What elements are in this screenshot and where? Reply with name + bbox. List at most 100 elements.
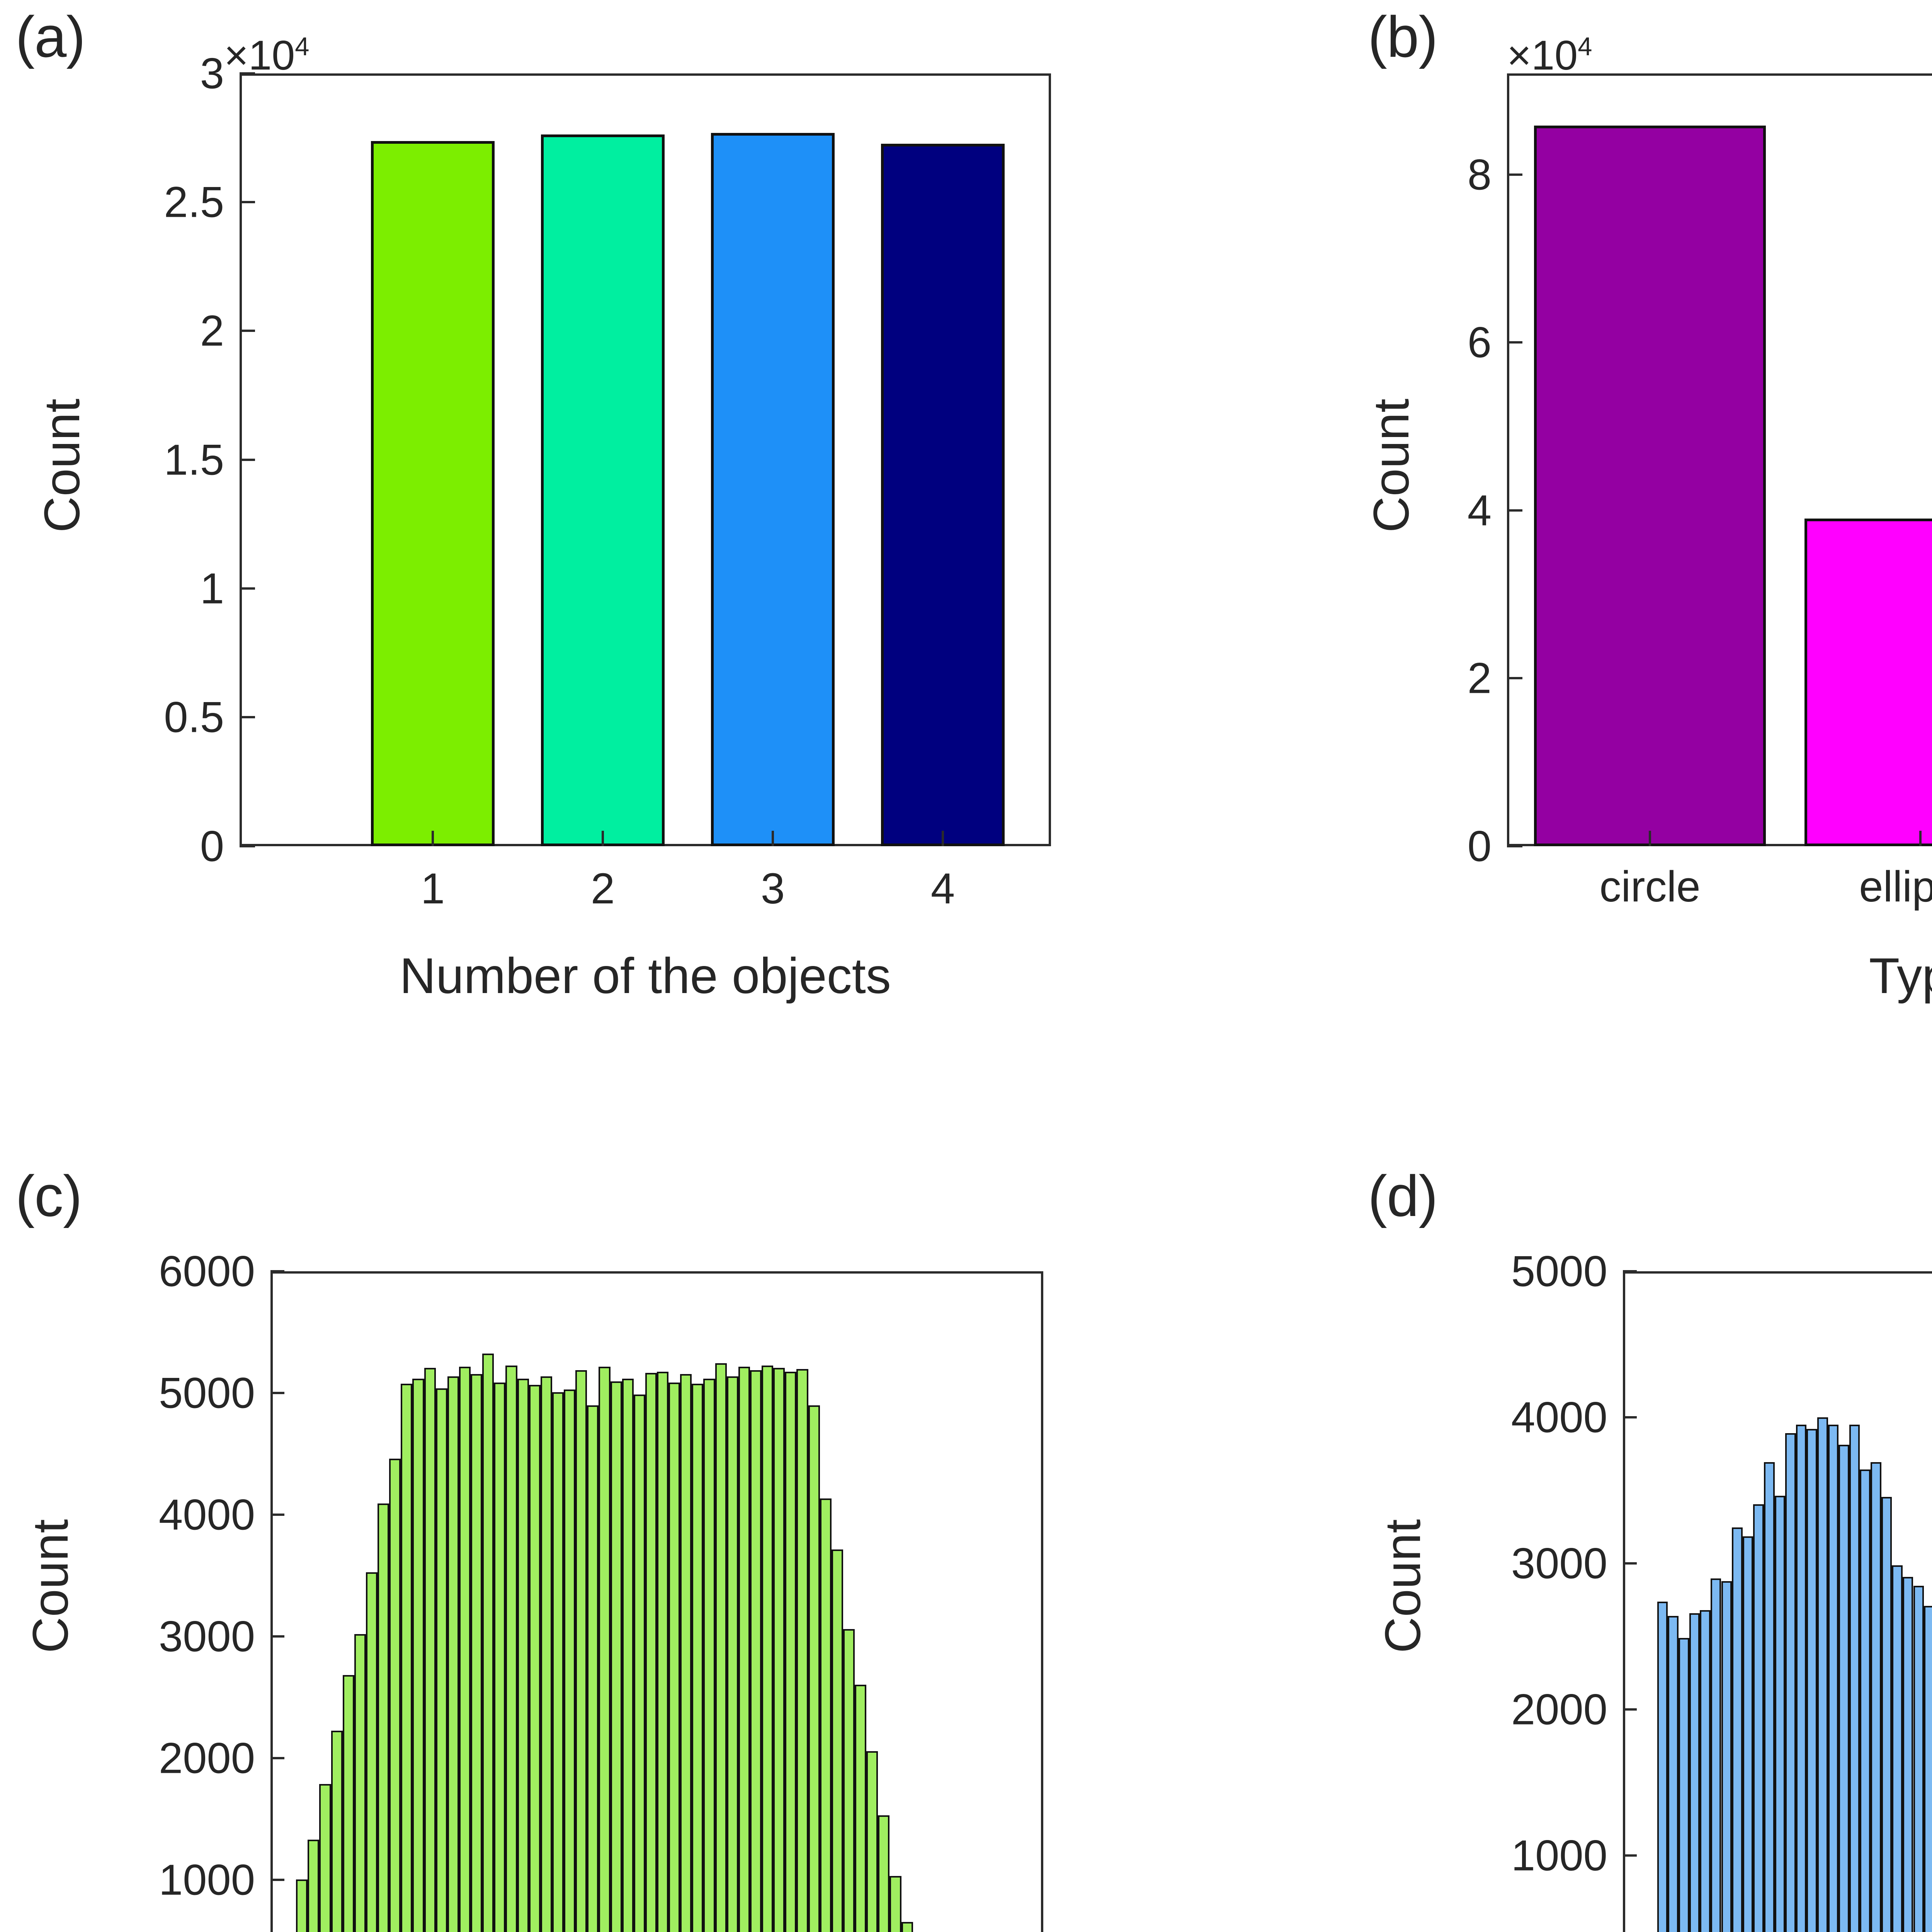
histogram-bar[interactable] [1881,1497,1892,1932]
histogram-bar[interactable] [424,1368,436,1932]
histogram-bar[interactable] [1860,1469,1871,1932]
histogram-bar[interactable] [773,1368,785,1932]
panel-c-ytick-5: 5000 [158,1369,255,1417]
histogram-bar[interactable] [622,1379,634,1932]
histogram-bar[interactable] [692,1383,704,1932]
histogram-bar[interactable] [1732,1527,1743,1932]
histogram-bar[interactable] [378,1503,389,1932]
panel-d-ytickmark-5 [1623,1270,1637,1272]
panel-c-ytickmark-5 [270,1392,284,1394]
histogram-bar[interactable] [703,1379,715,1932]
histogram-bar[interactable] [1764,1462,1775,1932]
histogram-bar[interactable] [1892,1565,1903,1932]
bar-objects-2[interactable] [541,134,665,846]
histogram-bar[interactable] [645,1372,657,1932]
histogram-bar[interactable] [1924,1606,1932,1932]
histogram-bar[interactable] [575,1370,587,1932]
histogram-bar[interactable] [726,1376,738,1932]
panel-a-ytickmark-5 [240,201,255,203]
histogram-bar[interactable] [389,1458,401,1932]
histogram-bar[interactable] [1913,1585,1924,1932]
panel-c-ytickmark-4 [270,1514,284,1516]
histogram-bar[interactable] [878,1815,890,1932]
histogram-bar[interactable] [1721,1581,1732,1932]
histogram-bar[interactable] [1871,1462,1881,1932]
histogram-bar[interactable] [1668,1616,1679,1932]
histogram-bar[interactable] [610,1381,622,1932]
histogram-bar[interactable] [762,1365,774,1932]
histogram-bar[interactable] [808,1405,820,1932]
histogram-bar[interactable] [843,1629,855,1932]
bar-objects-3[interactable] [711,133,835,846]
histogram-bar[interactable] [517,1379,529,1932]
histogram-bar[interactable] [1828,1424,1839,1932]
histogram-bar[interactable] [1742,1536,1753,1932]
histogram-bar[interactable] [831,1549,843,1932]
histogram-bar[interactable] [331,1731,343,1932]
histogram-bar[interactable] [482,1353,494,1932]
histogram-bar[interactable] [366,1572,378,1932]
histogram-bar[interactable] [354,1634,366,1932]
histogram-bar[interactable] [1710,1578,1721,1932]
histogram-bar[interactable] [494,1382,506,1932]
histogram-bar[interactable] [505,1365,517,1932]
histogram-bar[interactable] [715,1363,727,1932]
panel-a: (a) ×104 Count 0 0.5 1 1.5 2 2.5 3 1 [0,0,1352,1159]
histogram-bar[interactable] [1657,1601,1668,1932]
histogram-bar[interactable] [633,1395,645,1932]
bar-objects-4[interactable] [881,144,1005,846]
histogram-bar[interactable] [866,1751,878,1932]
histogram-bar[interactable] [447,1376,459,1932]
histogram-bar[interactable] [599,1367,611,1932]
panel-a-exponent-power: 4 [295,32,310,61]
panel-c-ytick-3: 3000 [158,1612,255,1661]
histogram-bar[interactable] [1838,1445,1849,1932]
panel-a-exponent-base: ×10 [224,32,295,78]
histogram-bar[interactable] [471,1374,483,1932]
panel-a-ytick-5: 2.5 [164,178,224,226]
histogram-bar[interactable] [1774,1495,1786,1932]
histogram-bar[interactable] [855,1685,867,1932]
histogram-bar[interactable] [657,1371,669,1932]
histogram-bar[interactable] [435,1388,447,1932]
histogram-bar[interactable] [1679,1638,1689,1932]
histogram-bar[interactable] [459,1367,471,1932]
histogram-bar[interactable] [1902,1577,1913,1932]
histogram-bar[interactable] [1806,1429,1817,1932]
histogram-bar[interactable] [1700,1610,1711,1932]
histogram-bar[interactable] [785,1371,797,1932]
histogram-bar[interactable] [401,1383,413,1932]
panel-b-ytickmark-3 [1507,341,1522,344]
histogram-bar[interactable] [1753,1504,1764,1932]
histogram-bar[interactable] [668,1382,680,1932]
panel-a-label: (a) [15,4,85,69]
histogram-bar[interactable] [901,1922,913,1932]
histogram-bar[interactable] [738,1367,750,1932]
bar-type-ellipse[interactable] [1804,519,1932,846]
panel-b: (b) ×104 Count 0 2 4 6 8 circle ellipse … [1352,0,1932,1159]
histogram-bar[interactable] [540,1376,552,1932]
bar-objects-1[interactable] [371,141,495,846]
histogram-bar[interactable] [750,1370,762,1932]
histogram-bar[interactable] [1796,1424,1807,1932]
histogram-bar[interactable] [296,1879,308,1932]
histogram-bar[interactable] [552,1392,564,1932]
histogram-bar[interactable] [529,1384,541,1932]
histogram-bar[interactable] [412,1379,424,1932]
histogram-bar[interactable] [796,1369,808,1932]
histogram-bar[interactable] [587,1405,599,1932]
histogram-bar[interactable] [1849,1424,1860,1932]
histogram-bar[interactable] [680,1374,692,1932]
panel-a-ytickmark-6 [240,72,255,75]
histogram-bar[interactable] [1689,1613,1700,1932]
histogram-bar[interactable] [820,1498,832,1932]
histogram-bar[interactable] [1817,1417,1828,1932]
histogram-bar[interactable] [319,1784,331,1932]
panel-a-xtickmark-3 [772,831,774,846]
histogram-bar[interactable] [342,1675,354,1932]
histogram-bar[interactable] [1785,1433,1796,1932]
histogram-bar[interactable] [889,1876,901,1932]
histogram-bar[interactable] [308,1839,320,1932]
histogram-bar[interactable] [564,1389,576,1932]
bar-type-circle[interactable] [1534,126,1766,846]
